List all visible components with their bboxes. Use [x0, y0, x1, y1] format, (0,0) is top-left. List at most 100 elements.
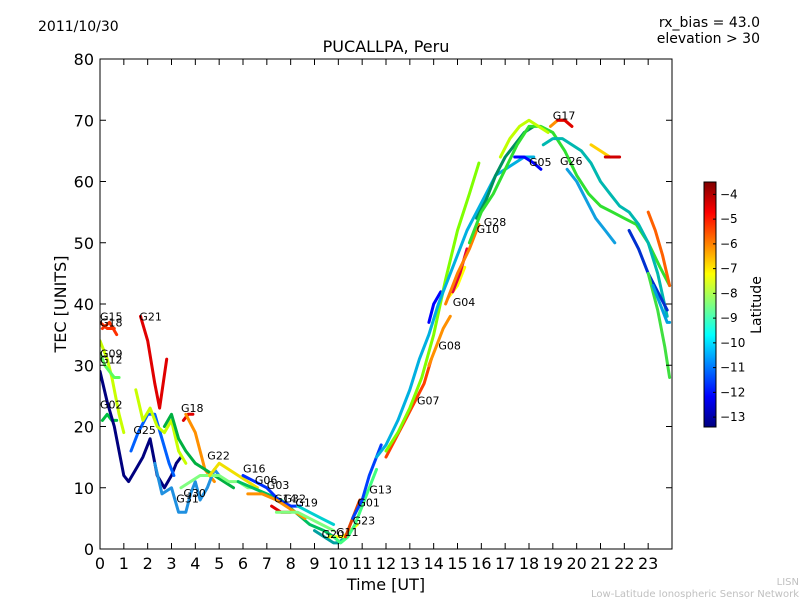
- x-tick-label: 7: [262, 554, 272, 573]
- y-tick-label: 40: [74, 295, 94, 314]
- x-tick-label: 1: [119, 554, 129, 573]
- colorbar-tick-label: −5: [720, 212, 738, 226]
- satellite-label: G16: [243, 462, 266, 475]
- x-tick-label: 11: [352, 554, 372, 573]
- colorbar-title: Latitude: [749, 276, 765, 334]
- satellite-label: G18: [181, 402, 204, 415]
- x-tick-label: 13: [400, 554, 420, 573]
- series-line-41: [565, 167, 617, 245]
- x-axis: 0 1 2 3 4 5 6 7 8 9 10 11 12 13 14 15 16 17 18 19 20 21 22 23: [95, 59, 658, 573]
- satellite-label: G18: [100, 317, 123, 330]
- series-line-2: [139, 314, 169, 410]
- series-line-8: [134, 388, 188, 465]
- x-tick-label: 8: [286, 554, 296, 573]
- series-line-31: [384, 161, 481, 453]
- x-tick-label: 6: [238, 554, 248, 573]
- x-tick-label: 3: [166, 554, 176, 573]
- satellite-label: G31: [176, 492, 199, 505]
- series-line-7: [129, 412, 176, 477]
- x-tick-label: 9: [309, 554, 319, 573]
- series-line-9: [181, 412, 195, 422]
- x-tick-label: 17: [495, 554, 515, 573]
- series-line-21: [313, 529, 347, 545]
- satellite-label: G22: [207, 450, 230, 463]
- series-line-3: [100, 339, 126, 435]
- x-tick-label: 0: [95, 554, 105, 573]
- satellite-label: G30: [183, 487, 206, 500]
- series-line-36: [513, 155, 543, 171]
- x-tick-label: 19: [543, 554, 563, 573]
- colorbar-tick-label: −11: [720, 361, 745, 375]
- series-line-20: [296, 504, 336, 526]
- satellite-label: G21: [139, 311, 162, 324]
- x-tick-label: 18: [519, 554, 539, 573]
- series-line-33: [444, 222, 481, 306]
- y-tick-label: 60: [74, 173, 94, 192]
- colorbar-tick-label: −6: [720, 237, 738, 251]
- series-layer: [100, 118, 672, 545]
- series-line-45: [646, 210, 672, 288]
- series-line-12: [153, 461, 221, 514]
- chart-title: PUCALLPA, Peru: [323, 37, 450, 56]
- colorbar: [703, 181, 717, 428]
- x-tick-label: 15: [447, 554, 467, 573]
- series-line-27: [427, 314, 452, 367]
- satellite-label: G01: [357, 497, 380, 510]
- series-line-28: [427, 290, 443, 324]
- colorbar-tick-label: −8: [720, 286, 738, 300]
- satellite-label: G19: [295, 497, 318, 510]
- series-line-4: [100, 351, 121, 379]
- colorbar-tick-label: −12: [720, 385, 745, 399]
- colorbar-tick-label: −4: [720, 187, 738, 201]
- colorbar-tick-label: −7: [720, 262, 738, 276]
- x-tick-label: 2: [143, 554, 153, 573]
- y-tick-label: 50: [74, 234, 94, 253]
- satellite-label: G13: [369, 483, 392, 496]
- footer-line1: LISN: [777, 577, 799, 588]
- y-axis: 0 10 20 30 40 50 60 70 80: [74, 50, 672, 559]
- date-label: 2011/10/30: [38, 19, 119, 35]
- series-line-37: [498, 118, 550, 159]
- series-line-40: [541, 137, 669, 318]
- satellite-label: G02: [100, 399, 123, 412]
- y-tick-label: 20: [74, 418, 94, 437]
- satellite-label: G10: [477, 223, 500, 236]
- x-tick-label: 21: [590, 554, 610, 573]
- satellite-label: G03: [267, 479, 290, 492]
- y-tick-label: 80: [74, 50, 94, 69]
- x-tick-label: 16: [471, 554, 491, 573]
- series-line-47: [651, 284, 672, 324]
- x-axis-title: Time [UT]: [346, 575, 425, 594]
- satellite-label: G09: [100, 347, 123, 360]
- x-tick-label: 10: [328, 554, 348, 573]
- rx-bias-label: rx_bias = 43.0: [659, 15, 760, 31]
- satellite-label: G06: [255, 474, 278, 487]
- satellite-label: G28: [484, 216, 507, 229]
- x-tick-label: 14: [423, 554, 443, 573]
- x-tick-label: 4: [190, 554, 200, 573]
- satellite-label: G12: [100, 353, 123, 366]
- satellite-label: G11: [336, 526, 359, 539]
- satellite-label: G04: [453, 296, 476, 309]
- satellite-label: G08: [438, 339, 461, 352]
- series-line-32: [375, 155, 536, 459]
- series-line-46: [646, 271, 672, 379]
- satellite-label: G17: [553, 110, 576, 123]
- colorbar-tick-label: −10: [720, 336, 745, 350]
- x-tick-label: 23: [638, 554, 658, 573]
- colorbar-ticks: −4 −5 −6 −7 −8 −9 −10 −11 −12 −13: [713, 187, 745, 424]
- satellite-label: G07: [417, 394, 440, 407]
- y-tick-label: 70: [74, 111, 94, 130]
- satellite-label: G32: [284, 492, 307, 505]
- series-line-16: [241, 474, 302, 508]
- series-line-42: [589, 143, 612, 159]
- satellite-label: G25: [133, 424, 156, 437]
- y-tick-label: 0: [84, 540, 94, 559]
- colorbar-tick-label: −9: [720, 311, 738, 325]
- satellite-label: G26: [560, 155, 583, 168]
- series-line-14: [208, 461, 259, 490]
- y-axis-title: TEC [UNITS]: [51, 256, 70, 354]
- satellite-label: G14: [274, 492, 297, 505]
